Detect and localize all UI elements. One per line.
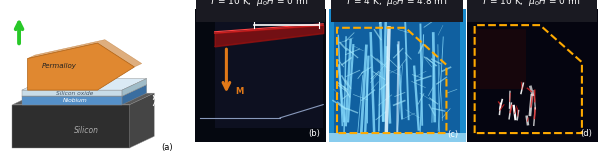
Polygon shape [22,96,122,105]
Text: Silicon: Silicon [74,126,98,135]
Polygon shape [13,93,154,105]
Polygon shape [22,90,122,96]
Polygon shape [122,85,146,105]
Polygon shape [22,85,146,96]
Polygon shape [28,40,142,67]
Text: H: H [11,6,20,16]
Text: $T$ = 10 K,  $\mu_0 H$ = 0 mT: $T$ = 10 K, $\mu_0 H$ = 0 mT [481,0,583,8]
Text: 5 nm: 5 nm [0,91,13,96]
Polygon shape [122,79,146,96]
Bar [329,133,466,142]
Text: 500 μm: 500 μm [275,15,298,20]
Text: (d): (d) [580,129,592,138]
Bar [473,29,526,89]
Text: 140 nm: 140 nm [164,98,184,103]
Text: Niobium: Niobium [62,98,87,103]
Polygon shape [28,43,134,90]
Bar [334,17,460,134]
Text: Silicon oxide: Silicon oxide [56,91,94,96]
Text: (b): (b) [308,129,320,138]
Text: $T$ = 4 K,  $\mu_0 H$ = 4.8 mT: $T$ = 4 K, $\mu_0 H$ = 4.8 mT [345,0,449,8]
Text: (c): (c) [448,130,459,139]
Polygon shape [22,79,146,90]
Text: M: M [236,87,244,96]
Polygon shape [13,105,130,148]
Polygon shape [215,20,323,128]
Polygon shape [130,93,154,148]
Text: (a): (a) [161,144,173,152]
Text: $T$ = 10 K,  $\mu_0 H$ = 0 mT: $T$ = 10 K, $\mu_0 H$ = 0 mT [209,0,311,8]
Text: 50 nm: 50 nm [164,91,181,96]
Text: Permalloy: Permalloy [42,63,77,69]
